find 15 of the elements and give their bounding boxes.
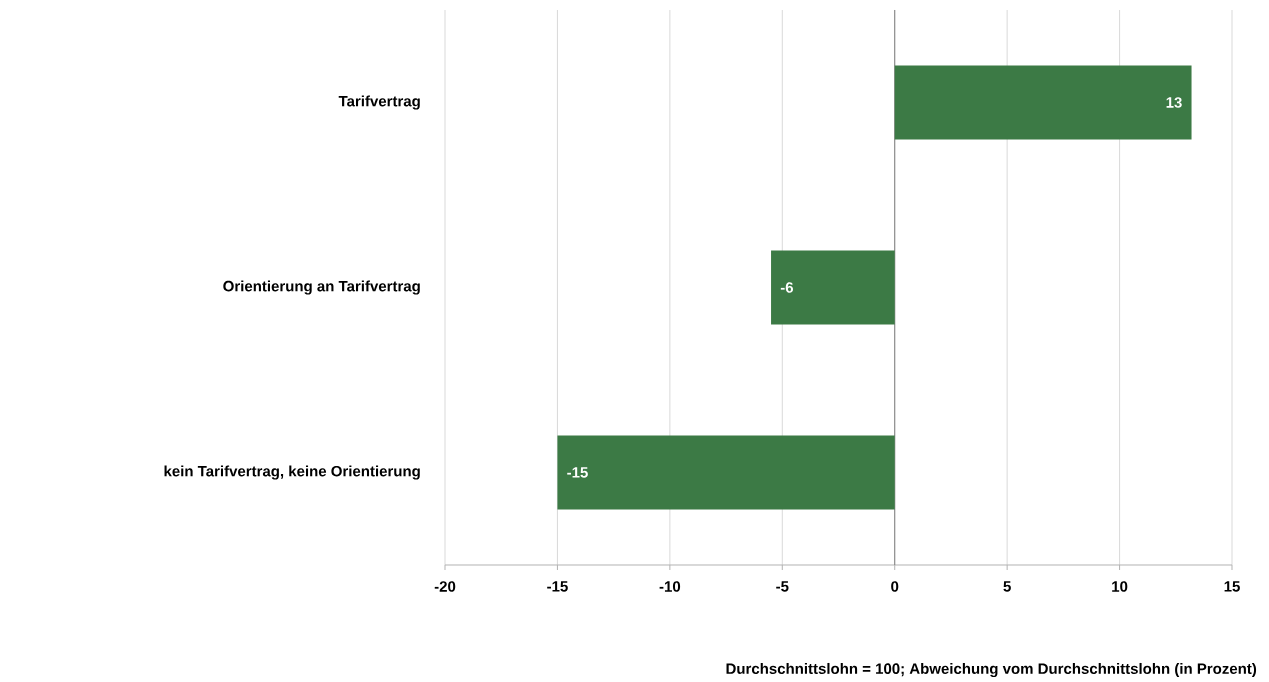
data-label: 13 [1166,97,1182,108]
x-tick-label: -20 [434,581,456,592]
y-tick-label: kein Tarifvertrag, keine Orientierung [164,465,420,480]
x-tick-label: 15 [1224,581,1240,592]
x-tick-label: 0 [891,581,899,592]
x-axis-title: Durchschnittslohn = 100; Abweichung vom Durchschnittslohn (in Prozent) [726,662,1257,678]
x-tick-label: 5 [1003,581,1011,592]
y-tick-label: Orientierung an Tarifvertrag [223,280,420,295]
x-tick-label: 10 [1112,581,1128,592]
x-tick-label: -5 [776,581,789,592]
x-tick-label: -10 [659,581,681,592]
data-label: -15 [567,467,588,478]
data-label: -6 [780,282,794,293]
x-tick-label: -15 [547,581,568,592]
y-tick-label: Tarifvertrag [338,95,420,110]
